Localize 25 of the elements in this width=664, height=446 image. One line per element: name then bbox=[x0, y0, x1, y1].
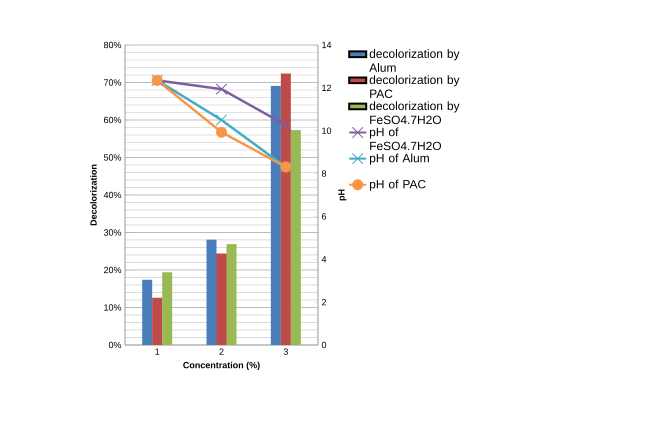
y-tick-label: 50% bbox=[104, 154, 122, 161]
y-tick-label: 30% bbox=[104, 229, 122, 236]
y2-tick-label: 8 bbox=[322, 170, 326, 177]
y-tick-label: 80% bbox=[104, 42, 122, 48]
y2-tick-label: 14 bbox=[322, 42, 332, 48]
y-tick-label: 40% bbox=[104, 192, 122, 198]
y2-tick-label: 6 bbox=[322, 213, 326, 220]
x-tick-label: 3 bbox=[284, 348, 288, 355]
legend-label: pH of PAC bbox=[370, 180, 426, 191]
y2-tick-label: 0 bbox=[322, 342, 326, 348]
y-tick-label: 70% bbox=[104, 79, 122, 86]
y-tick-label: 60% bbox=[104, 116, 122, 124]
y2-tick-label: 12 bbox=[322, 84, 332, 91]
legend-label: pH of Alum bbox=[370, 154, 429, 165]
y-tick-label: 20% bbox=[104, 266, 122, 274]
y2-tick-label: 2 bbox=[322, 298, 326, 306]
x-axis-title: Concentration (%) bbox=[183, 362, 260, 370]
y-axis-title: Decolorization bbox=[90, 164, 97, 226]
x-tick-label: 2 bbox=[219, 348, 224, 355]
y-tick-label: 0% bbox=[108, 342, 122, 348]
y2-tick-label: 4 bbox=[322, 256, 326, 262]
x-tick-label: 1 bbox=[155, 348, 160, 355]
y2-axis-title: pH bbox=[338, 190, 346, 200]
y-tick-label: 10% bbox=[104, 304, 122, 311]
y2-tick-label: 10 bbox=[322, 128, 332, 134]
